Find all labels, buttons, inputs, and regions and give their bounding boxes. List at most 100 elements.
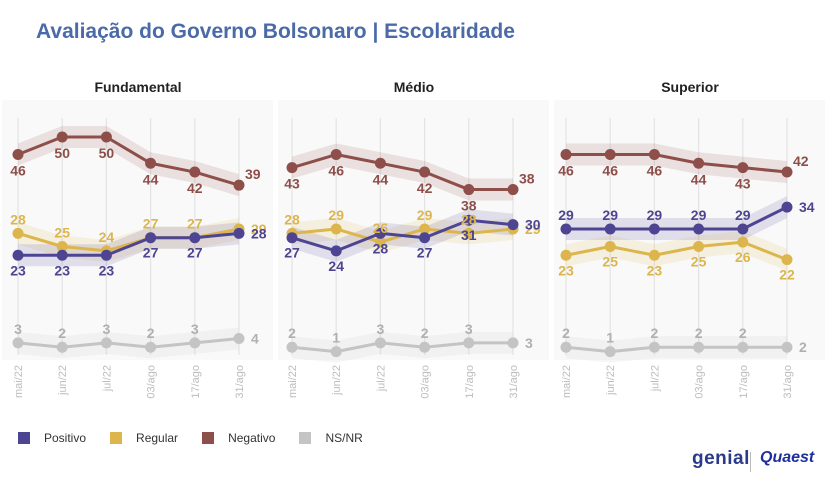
series-line-negativo: [566, 153, 788, 174]
data-label-positivo: 29: [602, 207, 618, 223]
genial-logo: genial: [692, 448, 750, 469]
data-point-negativo: [233, 179, 245, 191]
data-point-negativo: [737, 162, 749, 174]
data-label-nsnr: 1: [606, 330, 614, 346]
data-point-regular: [374, 236, 386, 248]
data-label-regular: 29: [328, 207, 344, 223]
data-label-positivo: 27: [284, 245, 300, 261]
data-label-regular: 29: [417, 207, 433, 223]
data-label-regular: 29: [525, 221, 541, 237]
data-point-regular: [560, 249, 572, 261]
data-point-regular: [648, 249, 660, 261]
data-label-negativo: 44: [143, 171, 159, 187]
data-label-positivo: 31: [461, 227, 477, 243]
data-label-nsnr: 2: [695, 325, 703, 341]
data-label-positivo: 29: [647, 207, 663, 223]
data-point-negativo: [419, 166, 431, 178]
data-point-negativo: [781, 166, 793, 178]
panel-title-superior: Superior: [661, 79, 719, 95]
data-label-regular: 28: [461, 211, 477, 227]
data-point-nsnr: [374, 337, 386, 349]
data-label-positivo: 28: [251, 225, 267, 241]
data-point-positivo: [737, 223, 749, 235]
legend-label-regular: Regular: [136, 431, 179, 445]
series-band-nsnr: [566, 336, 787, 363]
data-label-negativo: 46: [328, 163, 344, 179]
data-point-nsnr: [12, 337, 24, 349]
panel-title-mdio: Médio: [394, 79, 434, 95]
data-point-regular: [781, 254, 793, 266]
data-point-nsnr: [419, 341, 431, 353]
data-label-nsnr: 3: [465, 321, 473, 337]
data-point-regular: [419, 223, 431, 235]
data-point-negativo: [604, 149, 616, 161]
data-point-nsnr: [463, 337, 475, 349]
legend-label-positivo: Positivo: [44, 431, 87, 445]
x-tick-label: 17/ago: [464, 365, 476, 399]
x-tick-label: jun/22: [605, 365, 617, 396]
data-point-positivo: [286, 232, 298, 244]
data-point-regular: [12, 227, 24, 239]
data-label-negativo: 43: [735, 176, 751, 192]
x-tick-label: 03/ago: [146, 365, 158, 399]
data-label-positivo: 24: [328, 258, 344, 274]
data-label-nsnr: 2: [799, 339, 807, 355]
data-point-nsnr: [648, 341, 660, 353]
data-label-negativo: 50: [99, 145, 115, 161]
chart-title: Avaliação do Governo Bolsonaro | Escolar…: [36, 20, 515, 43]
data-point-negativo: [560, 149, 572, 161]
series-band-nsnr: [18, 327, 239, 359]
data-point-negativo: [12, 149, 24, 161]
data-label-negativo: 42: [417, 180, 433, 196]
legend-swatch-nsnr: [299, 432, 312, 444]
data-point-positivo: [233, 227, 245, 239]
data-label-nsnr: 3: [525, 335, 533, 351]
data-label-negativo: 46: [602, 163, 618, 179]
data-label-positivo: 23: [10, 262, 26, 278]
data-label-nsnr: 2: [562, 325, 570, 341]
x-tick-label: jul/22: [649, 365, 661, 392]
quaest-logo: Quaest: [760, 449, 815, 466]
x-tick-label: jul/22: [101, 365, 113, 392]
data-point-positivo: [507, 219, 519, 231]
x-tick-label: mai/22: [287, 365, 299, 398]
series-line-positivo: [18, 231, 240, 257]
data-point-positivo: [145, 232, 157, 244]
data-point-negativo: [374, 157, 386, 169]
series-line-nsnr: [17, 336, 240, 349]
series-line-nsnr: [291, 341, 513, 354]
data-point-negativo: [286, 162, 298, 174]
data-label-negativo: 44: [373, 171, 389, 187]
data-point-negativo: [507, 184, 519, 196]
legend-swatch-negativo: [202, 432, 215, 444]
data-label-positivo: 29: [735, 207, 751, 223]
data-point-positivo: [781, 201, 793, 213]
x-tick-label: 31/ago: [782, 365, 794, 399]
data-label-nsnr: 2: [739, 325, 747, 341]
data-point-negativo: [56, 131, 68, 143]
data-point-nsnr: [604, 346, 616, 358]
legend-item-positivo: Positivo: [18, 431, 86, 445]
data-label-nsnr: 2: [147, 325, 155, 341]
series-line-nsnr: [565, 345, 787, 354]
data-label-nsnr: 3: [191, 321, 199, 337]
data-point-regular: [604, 241, 616, 252]
data-label-regular: 24: [99, 229, 115, 245]
x-tick-label: 03/ago: [694, 365, 706, 399]
data-label-regular: 28: [10, 211, 26, 227]
data-point-regular: [56, 241, 68, 252]
data-label-negativo: 44: [691, 171, 707, 187]
series-line-positivo: [566, 205, 788, 231]
x-tick-label: mai/22: [13, 365, 25, 398]
data-label-negativo: 50: [54, 145, 70, 161]
data-point-nsnr: [145, 341, 157, 353]
data-point-nsnr: [100, 337, 112, 349]
data-point-positivo: [330, 245, 342, 257]
legend-swatch-positivo: [18, 432, 30, 444]
legend: Positivo Regular Negativo NS/NR: [18, 429, 387, 447]
data-label-regular: 25: [602, 254, 618, 270]
data-label-regular: 26: [735, 249, 751, 265]
data-point-nsnr: [693, 341, 705, 353]
data-label-regular: 22: [779, 267, 795, 283]
